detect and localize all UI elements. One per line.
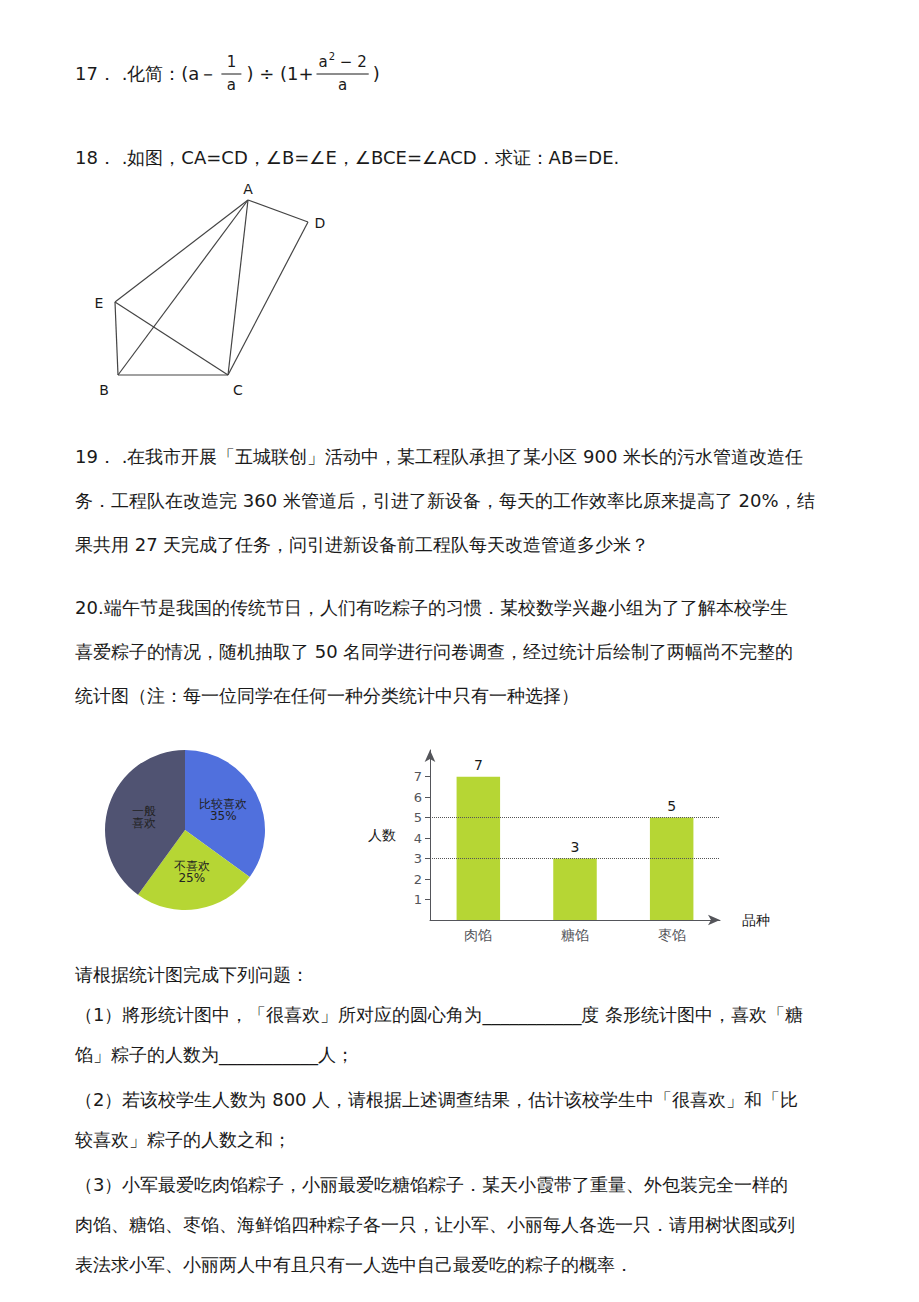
svg-text:2: 2	[328, 50, 336, 62]
svg-text:5: 5	[667, 798, 676, 814]
svg-text:品种: 品种	[742, 912, 770, 928]
svg-text:A: A	[243, 181, 253, 197]
svg-text:比较喜欢: 比较喜欢	[199, 797, 248, 812]
svg-text:表法求小军、小丽两人中有且只有一人选中自己最爱吃的粽子的概率: 表法求小军、小丽两人中有且只有一人选中自己最爱吃的粽子的概率．	[75, 1254, 633, 1275]
svg-text:5: 5	[414, 810, 422, 825]
svg-text:2: 2	[414, 872, 422, 887]
svg-text:3: 3	[414, 851, 422, 866]
svg-text:E: E	[95, 295, 104, 311]
svg-text:喜爱粽子的情况，随机抽取了 50 名同学进行问卷调查，经过统: 喜爱粽子的情况，随机抽取了 50 名同学进行问卷调查，经过统计后绘制了两幅尚不完…	[75, 641, 793, 662]
svg-text:糖馅: 糖馅	[561, 927, 589, 943]
svg-text:a: a	[227, 76, 236, 94]
svg-text:): )	[373, 63, 380, 84]
svg-text:) ÷ (1+: ) ÷ (1+	[246, 63, 313, 84]
svg-text:1: 1	[227, 53, 237, 71]
svg-text:B: B	[99, 382, 109, 398]
svg-text:C: C	[233, 382, 243, 398]
svg-text:17． .化简：(a－: 17． .化简：(a－	[75, 63, 217, 84]
svg-text:（2）若该校学生人数为 800 人，请根据上述调查结果，估计: （2）若该校学生人数为 800 人，请根据上述调查结果，估计该校学生中「很喜欢」…	[75, 1089, 798, 1110]
svg-text:7: 7	[414, 769, 422, 784]
svg-text:果共用 27 天完成了任务，问引进新设备前工程队每天改造管道: 果共用 27 天完成了任务，问引进新设备前工程队每天改造管道多少米？	[75, 534, 649, 555]
svg-text:7: 7	[474, 757, 483, 773]
svg-text:肉馅、糖馅、枣馅、海鲜馅四种粽子各一只，让小军、小丽每人各选: 肉馅、糖馅、枣馅、海鲜馅四种粽子各一只，让小军、小丽每人各选一只．请用树状图或列	[75, 1214, 795, 1235]
svg-text:人数: 人数	[368, 827, 396, 843]
svg-text:− 2: − 2	[335, 53, 367, 71]
svg-text:请根据统计图完成下列问题：: 请根据统计图完成下列问题：	[75, 964, 309, 985]
svg-text:20.端午节是我国的传统节日，人们有吃粽子的习惯．某校数学兴: 20.端午节是我国的传统节日，人们有吃粽子的习惯．某校数学兴趣小组为了了解本校学…	[75, 597, 788, 618]
svg-text:枣馅: 枣馅	[658, 927, 686, 943]
svg-text:（1）將形统计图中，「很喜欢」所对应的圆心角为_______: （1）將形统计图中，「很喜欢」所对应的圆心角为___________度 条形统计…	[75, 1004, 803, 1026]
svg-text:（3）小军最爱吃肉馅粽子，小丽最爱吃糖馅粽子．某天小霞带了重: （3）小军最爱吃肉馅粽子，小丽最爱吃糖馅粽子．某天小霞带了重量、外包装完全一样的	[75, 1174, 788, 1195]
svg-text:3: 3	[571, 839, 580, 855]
svg-text:统计图（注：每一位同学在任何一种分类统计中只有一种选择）: 统计图（注：每一位同学在任何一种分类统计中只有一种选择）	[75, 685, 579, 706]
svg-text:6: 6	[414, 790, 422, 805]
svg-text:D: D	[315, 215, 326, 231]
svg-text:较喜欢」粽子的人数之和；: 较喜欢」粽子的人数之和；	[75, 1129, 291, 1150]
svg-text:不喜欢: 不喜欢	[173, 859, 210, 874]
svg-text:a: a	[319, 53, 328, 71]
svg-text:喜欢: 喜欢	[132, 816, 156, 830]
svg-text:馅」粽子的人数为___________人；: 馅」粽子的人数为___________人；	[74, 1044, 354, 1066]
svg-text:务．工程队在改造完 360 米管道后，引进了新设备，每天的工: 务．工程队在改造完 360 米管道后，引进了新设备，每天的工作效率比原来提高了 …	[75, 490, 815, 511]
svg-text:35%: 35%	[210, 809, 237, 823]
svg-text:4: 4	[414, 831, 422, 846]
svg-text:a: a	[338, 76, 347, 94]
svg-text:一般: 一般	[132, 803, 157, 818]
svg-text:肉馅: 肉馅	[464, 927, 492, 943]
svg-text:19． .在我市开展「五城联创」活动中，某工程队承担了某小区: 19． .在我市开展「五城联创」活动中，某工程队承担了某小区 900 米长的污水…	[75, 446, 803, 467]
svg-text:1: 1	[414, 892, 422, 907]
svg-text:18． .如图，CA=CD，∠B=∠E，∠BCE=∠ACD．: 18． .如图，CA=CD，∠B=∠E，∠BCE=∠ACD．求证：AB=DE.	[75, 147, 619, 168]
svg-text:25%: 25%	[178, 871, 205, 885]
